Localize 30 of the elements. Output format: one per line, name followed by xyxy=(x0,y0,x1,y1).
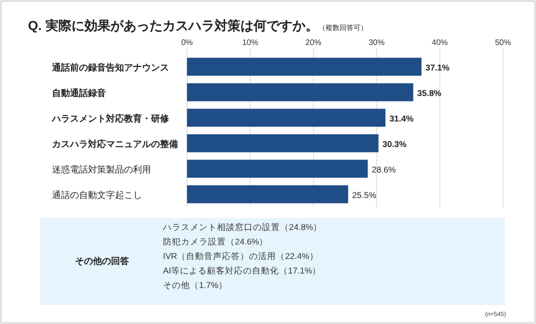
data-label: 25.5% xyxy=(352,190,377,200)
data-label: 31.4% xyxy=(389,113,414,124)
bar xyxy=(187,58,422,76)
text: 防犯カメラ設置（24.6%） xyxy=(163,236,268,246)
y-tick-label: 通話の自動文字起こし xyxy=(52,190,142,200)
data-label: 30.3% xyxy=(382,138,408,149)
x-tick-label: 20% xyxy=(305,38,322,47)
data-label: 37.1% xyxy=(425,62,450,72)
bar xyxy=(187,160,368,178)
x-tick-label: 10% xyxy=(242,38,258,47)
text: その他（1.7%） xyxy=(163,280,228,290)
text: ハラスメント相談窓口の設置（24.8%） xyxy=(162,222,322,232)
bar xyxy=(187,185,348,204)
bar xyxy=(187,134,378,152)
x-tick-label: 30% xyxy=(368,38,385,47)
y-tick-label: ハラスメント対応教育・研修 xyxy=(51,112,170,124)
data-label: 35.8% xyxy=(417,88,442,98)
text: IVR（自動音声応答）の活用（22.4%） xyxy=(163,251,318,261)
y-tick-label: 通話前の録音告知アナウンス xyxy=(51,62,169,72)
x-tick-label: 0% xyxy=(181,38,193,47)
x-tick-label: 40% xyxy=(432,38,448,47)
bar xyxy=(187,108,386,127)
x-tick-label: 50% xyxy=(494,38,512,47)
y-tick-label: 迷惑電話対策製品の利用 xyxy=(52,164,151,174)
y-tick-label: カスハラ対応マニュアルの整備 xyxy=(52,138,178,149)
text: AI等による顧客対応の自動化（17.1%） xyxy=(163,266,322,276)
text: その他の回答 xyxy=(75,256,130,266)
bar xyxy=(187,83,414,102)
data-label: 28.6% xyxy=(372,164,396,174)
y-tick-label: 自動通話録音 xyxy=(52,88,106,98)
